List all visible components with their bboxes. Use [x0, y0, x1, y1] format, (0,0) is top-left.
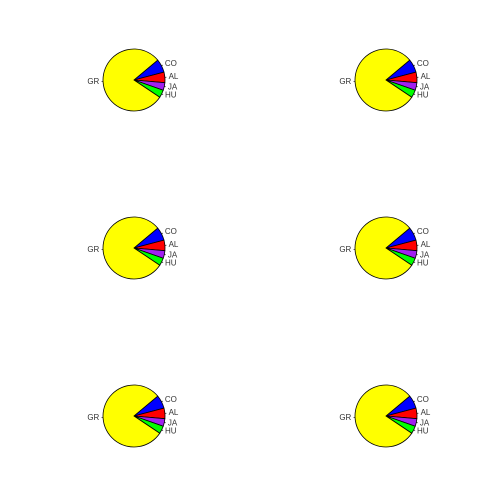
- pie-slice: [102, 48, 161, 112]
- label-leader: [413, 64, 416, 67]
- slice-label: AL: [169, 72, 179, 81]
- slice-label: JA: [168, 418, 178, 427]
- slice-label: CO: [417, 227, 429, 236]
- label-leader: [161, 232, 164, 235]
- slice-label: CO: [165, 227, 177, 236]
- slice-label: HU: [417, 259, 429, 268]
- label-leader: [161, 93, 164, 95]
- label-leader: [413, 400, 416, 403]
- pie-slice: [354, 48, 413, 112]
- slice-label: JA: [168, 250, 178, 259]
- slice-label: GR: [339, 245, 351, 254]
- slice-label: JA: [420, 418, 430, 427]
- slice-label: HU: [165, 259, 177, 268]
- slice-label: JA: [420, 250, 430, 259]
- slice-label: HU: [165, 91, 177, 100]
- slice-label: HU: [165, 427, 177, 436]
- label-leader: [413, 93, 416, 95]
- slice-label: AL: [421, 240, 431, 249]
- slice-label: HU: [417, 427, 429, 436]
- label-leader: [413, 232, 416, 235]
- slice-label: AL: [169, 408, 179, 417]
- slice-label: CO: [417, 59, 429, 68]
- slice-label: AL: [421, 72, 431, 81]
- slice-label: GR: [87, 413, 99, 422]
- slice-label: CO: [417, 395, 429, 404]
- slice-label: CO: [165, 59, 177, 68]
- slice-label: JA: [168, 82, 178, 91]
- slice-label: GR: [87, 77, 99, 86]
- label-leader: [413, 429, 416, 431]
- slice-label: HU: [417, 91, 429, 100]
- slice-label: GR: [87, 245, 99, 254]
- slice-label: GR: [339, 413, 351, 422]
- label-leader: [413, 261, 416, 263]
- label-leader: [161, 429, 164, 431]
- slice-label: AL: [169, 240, 179, 249]
- slice-label: CO: [165, 395, 177, 404]
- slice-label: GR: [339, 77, 351, 86]
- slice-label: AL: [421, 408, 431, 417]
- label-leader: [161, 400, 164, 403]
- label-leader: [161, 64, 164, 67]
- label-leader: [161, 261, 164, 263]
- slice-label: JA: [420, 82, 430, 91]
